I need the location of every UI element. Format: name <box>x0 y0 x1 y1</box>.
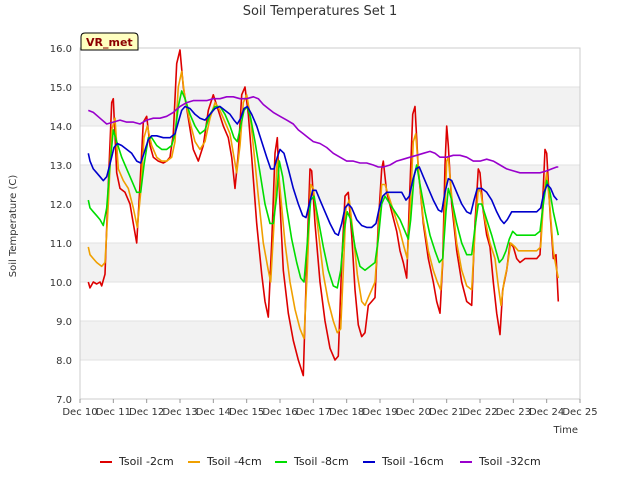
x-tick-label: Dec 23 <box>496 407 531 418</box>
legend-item-tsoil-2cm: Tsoil -2cm <box>100 455 174 468</box>
series-line-tsoil-4cm <box>87 70 560 340</box>
y-tick-label: 8.0 <box>56 356 72 367</box>
x-tick-label: Dec 13 <box>162 407 197 418</box>
legend-item-tsoil-8cm: Tsoil -8cm <box>275 455 349 468</box>
legend-item-tsoil-16cm: Tsoil -16cm <box>363 455 444 468</box>
series-layer <box>87 49 560 377</box>
plot-band <box>80 165 580 204</box>
plot-bands <box>80 87 580 360</box>
legend-label: Tsoil -8cm <box>293 455 349 468</box>
y-tick-label: 7.0 <box>56 395 72 406</box>
legend-label: Tsoil -4cm <box>206 455 262 468</box>
legend-label: Tsoil -32cm <box>478 455 541 468</box>
legend-label: Tsoil -16cm <box>381 455 444 468</box>
legend: Tsoil -2cm Tsoil -4cm Tsoil -8cm Tsoil -16c… <box>100 455 541 468</box>
y-tick-label: 10.0 <box>50 278 72 289</box>
x-tick-label: Dec 18 <box>329 407 364 418</box>
x-tick-label: Dec 11 <box>96 407 131 418</box>
x-tick-label: Dec 25 <box>562 407 597 418</box>
series-line-tsoil-8cm <box>87 90 560 289</box>
x-tick-label: Dec 16 <box>262 407 297 418</box>
y-tick-label: 16.0 <box>50 44 72 55</box>
x-tick-label: Dec 22 <box>462 407 497 418</box>
x-tick-label: Dec 21 <box>429 407 464 418</box>
chart-title: Soil Temperatures Set 1 <box>243 4 398 19</box>
plot-frame <box>79 47 581 400</box>
legend-item-tsoil-4cm: Tsoil -4cm <box>188 455 262 468</box>
x-tick-label: Dec 14 <box>196 407 231 418</box>
y-axis-ticks: 7.0 8.0 9.0 10.0 11.0 12.0 13.0 14.0 15.0 16.0 <box>50 44 72 406</box>
y-tick-label: 14.0 <box>50 122 72 133</box>
plot-band <box>80 87 580 126</box>
site-badge: VR_met <box>80 32 139 51</box>
x-tick-label: Dec 19 <box>362 407 397 418</box>
y-tick-label: 12.0 <box>50 200 72 211</box>
plot-band <box>80 321 580 360</box>
site-badge-box <box>80 32 139 51</box>
x-tick-label: Dec 15 <box>229 407 264 418</box>
legend-label: Tsoil -2cm <box>118 455 174 468</box>
x-tick-label: Dec 12 <box>129 407 164 418</box>
x-tick-label: Dec 10 <box>62 407 97 418</box>
y-axis-label: Soil Temperature (C) <box>8 175 19 278</box>
site-badge-label: VR_met <box>86 36 133 49</box>
series-line-tsoil-16cm <box>87 105 558 236</box>
x-axis-label: Time <box>553 425 578 436</box>
y-tick-label: 9.0 <box>56 317 72 328</box>
y-tick-label: 11.0 <box>50 239 72 250</box>
x-tick-label: Dec 20 <box>396 407 431 418</box>
y-tick-label: 15.0 <box>50 83 72 94</box>
y-tick-label: 13.0 <box>50 161 72 172</box>
legend-item-tsoil-32cm: Tsoil -32cm <box>460 455 541 468</box>
x-tick-label: Dec 24 <box>529 407 564 418</box>
x-tick-label: Dec 17 <box>296 407 331 418</box>
series-line-tsoil-32cm <box>88 96 559 174</box>
